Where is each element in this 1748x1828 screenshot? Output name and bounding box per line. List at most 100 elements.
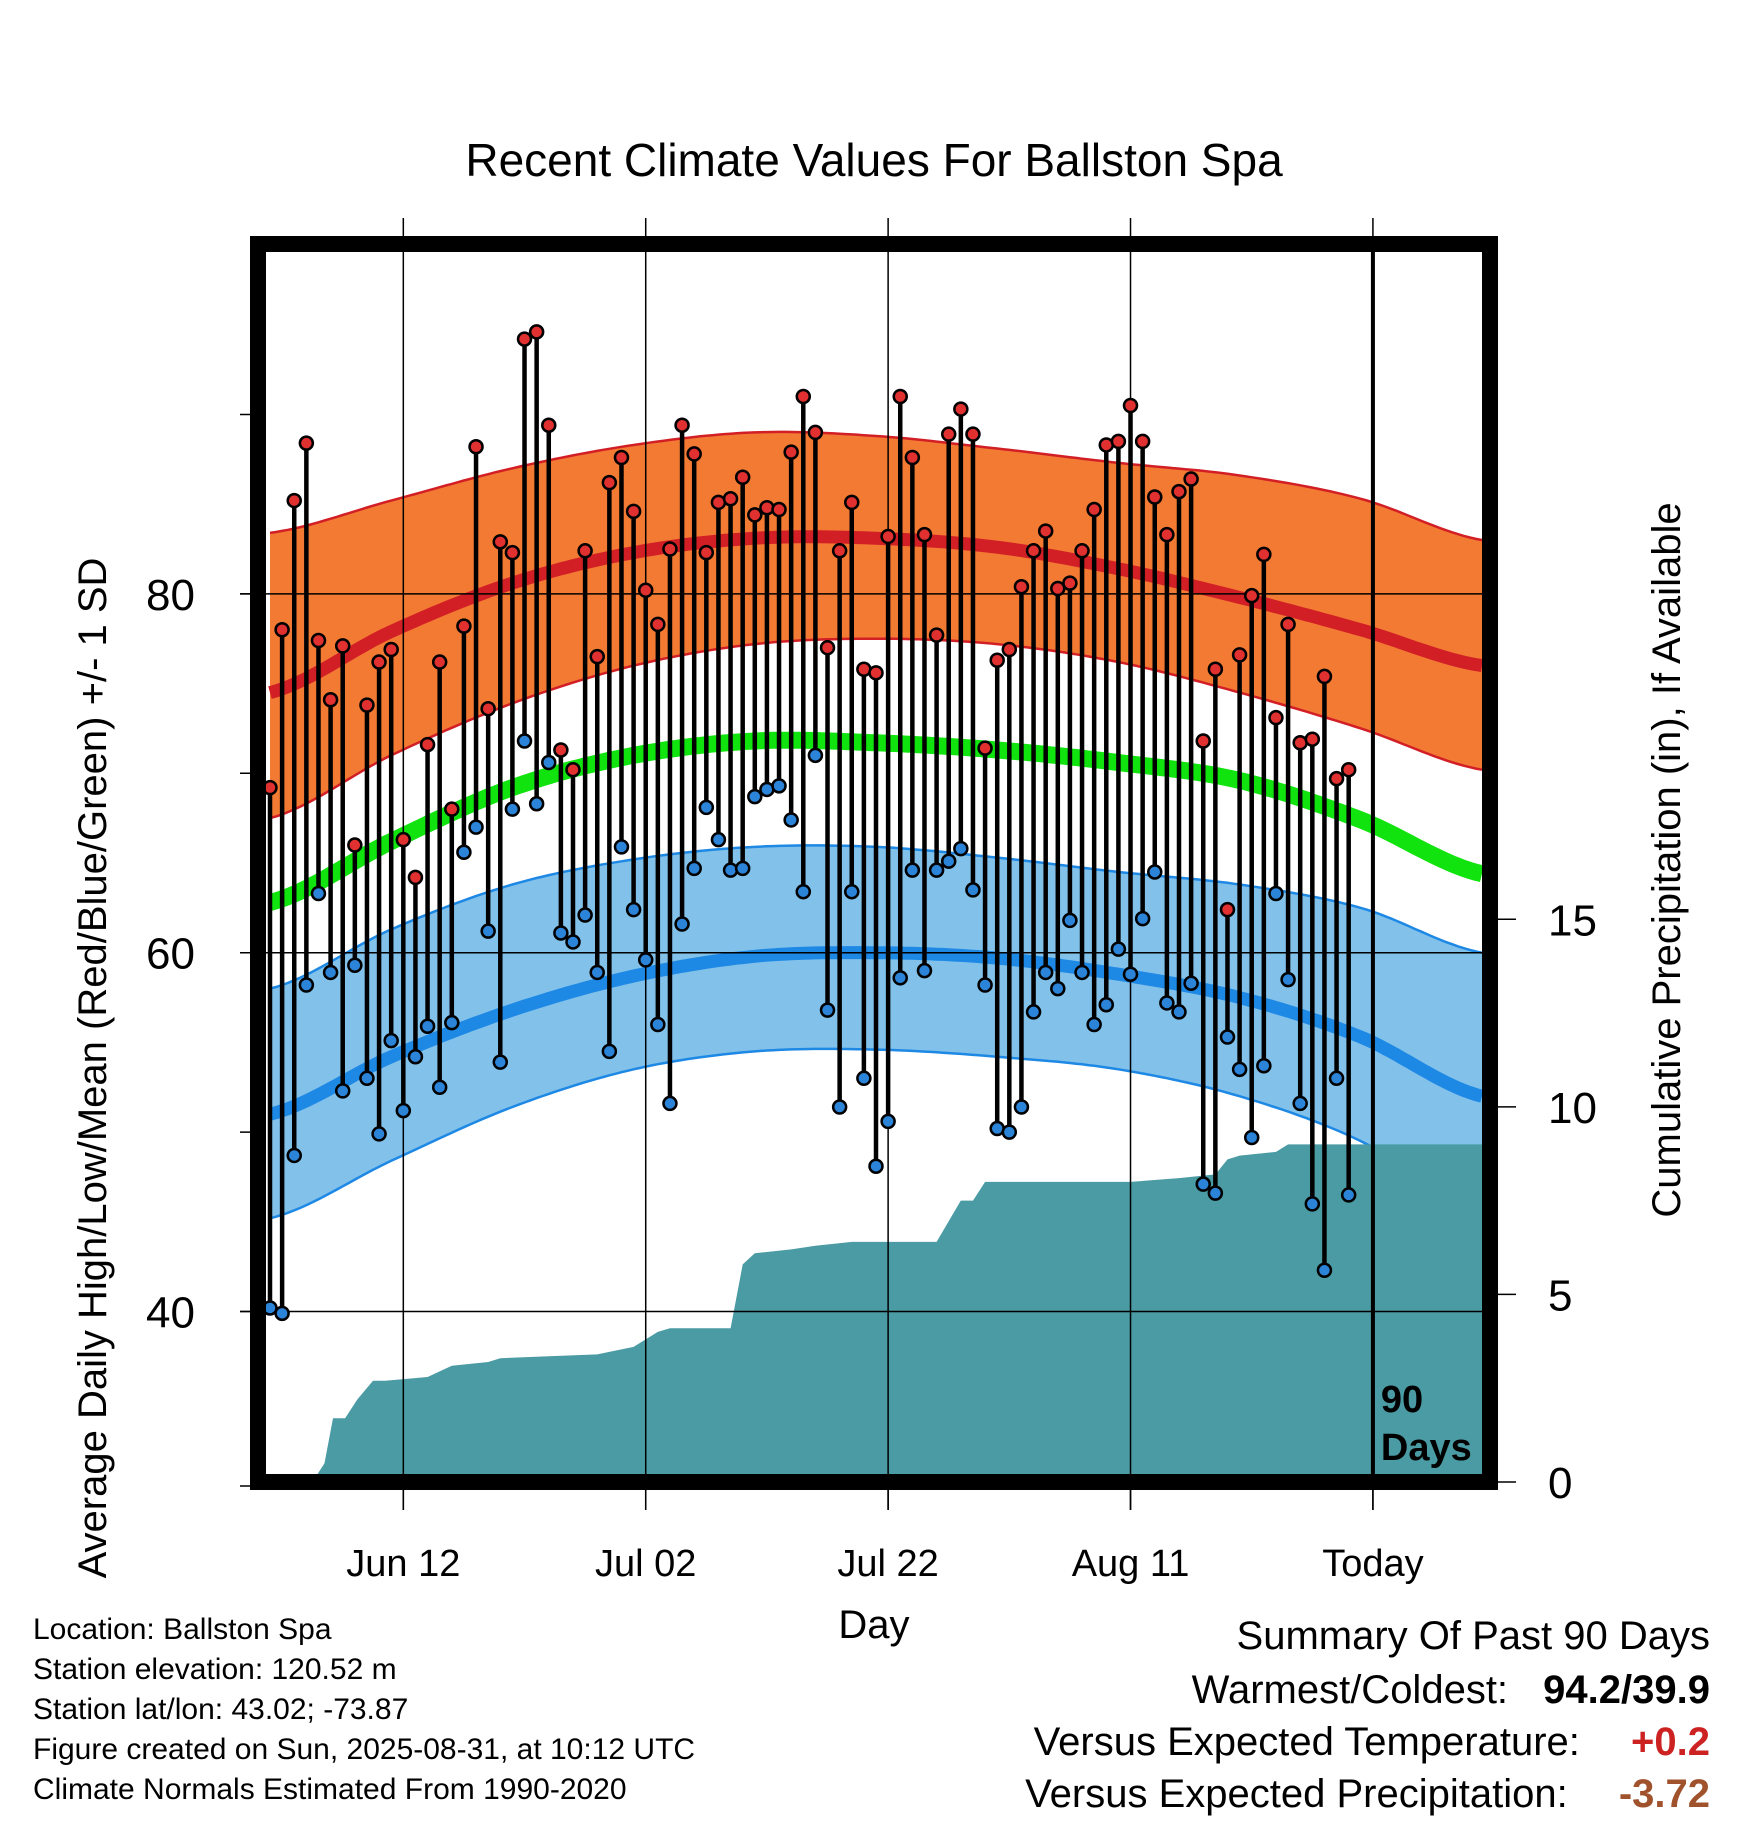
daily-high-point: [504, 544, 521, 561]
daily-high-point: [844, 494, 860, 511]
daily-low-point: [1086, 1016, 1102, 1033]
daily-high-point: [1256, 546, 1272, 563]
daily-low-point: [1013, 1099, 1030, 1115]
daily-low-point: [322, 964, 339, 981]
y-tick-label: 40: [146, 1289, 195, 1338]
daily-low-point: [1207, 1185, 1224, 1201]
daily-low-point: [504, 801, 521, 817]
daily-high-point: [650, 616, 666, 633]
daily-high-point: [1086, 501, 1102, 518]
daily-low-point: [407, 1049, 424, 1065]
daily-low-point: [977, 977, 993, 993]
daily-high-point: [1147, 489, 1163, 505]
plot-frame: 90 Days: [250, 236, 1498, 1490]
daily-temperature-marks: [262, 324, 1357, 1322]
daily-low-point: [868, 1158, 884, 1174]
daily-high-point: [1050, 580, 1066, 597]
daily-low-point: [383, 1032, 399, 1049]
precip-vs-expected-label: Versus Expected Precipitation:: [1025, 1772, 1568, 1816]
daily-high-point: [625, 503, 642, 520]
daily-low-point: [783, 812, 799, 828]
daily-high-point: [1280, 616, 1296, 633]
daily-high-point: [1183, 471, 1199, 487]
daily-low-point: [480, 923, 496, 939]
daily-low-point: [625, 901, 642, 918]
daily-high-point: [359, 697, 375, 713]
daily-high-point: [444, 801, 460, 817]
daily-low-point: [880, 1113, 896, 1130]
daily-low-point: [456, 844, 472, 860]
daily-high-point: [916, 526, 933, 543]
daily-low-point: [722, 862, 739, 878]
x-tick-label: Jun 12: [346, 1543, 460, 1585]
daily-low-point: [807, 747, 824, 764]
daily-low-point: [431, 1079, 448, 1096]
daily-low-point: [856, 1070, 872, 1087]
daily-low-point: [1304, 1196, 1321, 1212]
daily-low-point: [1110, 941, 1127, 957]
y2-tick-label: 0: [1548, 1459, 1572, 1508]
plot-border: [250, 236, 1498, 1490]
daily-high-point: [637, 582, 654, 599]
daily-low-point: [1122, 966, 1139, 982]
daily-high-point: [1025, 543, 1042, 559]
daily-high-point: [1122, 397, 1139, 414]
daily-high-point: [1219, 901, 1236, 918]
daily-high-point: [940, 426, 957, 442]
daily-low-point: [637, 952, 654, 968]
daily-low-point: [1328, 1070, 1345, 1087]
daily-low-point: [831, 1099, 848, 1115]
daily-high-point: [1231, 647, 1248, 663]
daily-high-point: [456, 618, 472, 634]
daily-low-point: [516, 733, 533, 749]
daily-high-point: [1207, 661, 1224, 677]
daily-low-point: [928, 862, 945, 878]
daily-low-point: [795, 883, 812, 900]
today-window-label: Days: [1381, 1427, 1472, 1469]
daily-low-point: [698, 799, 715, 816]
y-tick-label: 80: [146, 571, 195, 620]
daily-low-point: [589, 964, 605, 981]
daily-low-point: [1243, 1129, 1260, 1146]
summary-title-text: Summary Of Past 90 Days: [1236, 1614, 1710, 1658]
daily-low-point: [359, 1070, 375, 1087]
daily-low-point: [1037, 964, 1054, 981]
daily-low-point: [1268, 885, 1284, 902]
daily-low-point: [1025, 1004, 1042, 1020]
y2-tick-label: 5: [1548, 1271, 1572, 1320]
daily-low-point: [662, 1095, 678, 1112]
station-info: Location: Ballston Spa Station elevation…: [33, 1610, 695, 1810]
daily-low-point: [1050, 980, 1066, 997]
daily-low-point: [1340, 1187, 1357, 1203]
y2-axis-label: Cumulative Precipitation (in), If Availa…: [1645, 502, 1689, 1217]
y2-tick-label: 15: [1548, 896, 1597, 945]
station-latlon: Station lat/lon: 43.02; -73.87: [33, 1693, 409, 1726]
daily-high-point: [334, 638, 351, 654]
daily-low-point: [916, 962, 933, 979]
daily-low-point: [965, 882, 981, 898]
daily-low-point: [1134, 910, 1151, 927]
daily-low-point: [1280, 971, 1296, 988]
daily-high-point: [904, 449, 921, 466]
daily-high-point: [468, 438, 484, 455]
daily-low-point: [1256, 1057, 1272, 1074]
daily-high-point: [771, 501, 787, 518]
daily-low-point: [1098, 996, 1115, 1013]
daily-low-point: [371, 1126, 387, 1142]
figure-created: Figure created on Sun, 2025-08-31, at 10…: [33, 1733, 696, 1766]
daily-high-point: [783, 444, 799, 460]
y2-tick-label: 10: [1548, 1084, 1597, 1133]
daily-low-point: [904, 862, 921, 878]
station-elevation: Station elevation: 120.52 m: [33, 1653, 397, 1686]
warm-cold-label: Warmest/Coldest:: [1191, 1668, 1509, 1712]
daily-low-point: [395, 1102, 412, 1119]
daily-high-point: [601, 474, 618, 491]
daily-high-point: [1171, 483, 1187, 500]
axis-labels: Day Average Daily High/Low/Mean (Red/Blu…: [71, 502, 1689, 1647]
daily-low-point: [528, 796, 545, 812]
daily-high-point: [541, 417, 557, 433]
daily-high-point: [759, 499, 775, 516]
daily-low-point: [1292, 1095, 1308, 1112]
daily-low-point: [419, 1018, 436, 1035]
daily-low-point: [674, 916, 690, 932]
